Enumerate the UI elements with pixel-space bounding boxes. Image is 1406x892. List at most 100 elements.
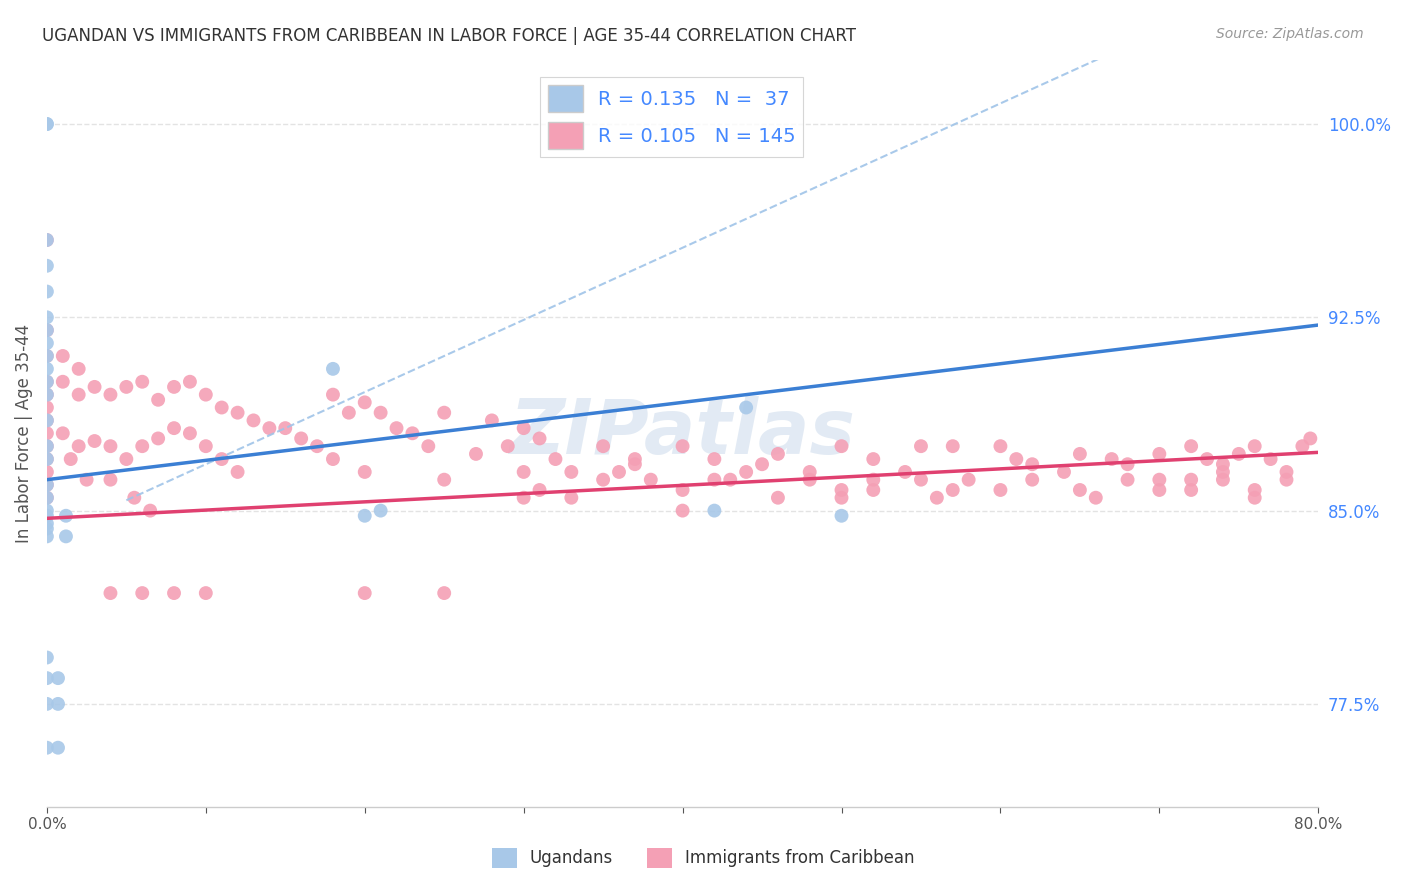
Point <box>703 503 725 517</box>
Point <box>131 439 153 453</box>
Point <box>226 465 249 479</box>
Point <box>1021 473 1043 487</box>
Point <box>1260 452 1282 467</box>
Point <box>35 478 58 492</box>
Point <box>766 491 789 505</box>
Point <box>35 117 58 131</box>
Point <box>831 439 853 453</box>
Point <box>146 392 169 407</box>
Point <box>179 375 201 389</box>
Point <box>385 421 408 435</box>
Point <box>35 259 58 273</box>
Point <box>1069 447 1091 461</box>
Point <box>35 465 58 479</box>
Point <box>512 465 534 479</box>
Point <box>46 740 69 755</box>
Point <box>259 421 281 435</box>
Point <box>957 473 980 487</box>
Point <box>735 401 758 415</box>
Point <box>560 465 582 479</box>
Point <box>131 375 153 389</box>
Point <box>52 426 75 441</box>
Point <box>100 473 122 487</box>
Point <box>1227 447 1250 461</box>
Point <box>194 387 217 401</box>
Point <box>115 452 138 467</box>
Point <box>894 465 917 479</box>
Point <box>1116 457 1139 471</box>
Point <box>55 508 77 523</box>
Point <box>942 439 965 453</box>
Point <box>353 586 375 600</box>
Point <box>100 586 122 600</box>
Point <box>35 522 58 536</box>
Point <box>370 406 392 420</box>
Point <box>1101 452 1123 467</box>
Point <box>433 473 456 487</box>
Point <box>35 310 58 325</box>
Point <box>496 439 519 453</box>
Point <box>322 362 344 376</box>
Point <box>35 478 58 492</box>
Point <box>35 740 58 755</box>
Point <box>560 491 582 505</box>
Point <box>35 117 58 131</box>
Point <box>83 434 105 448</box>
Point <box>862 452 884 467</box>
Point <box>211 401 233 415</box>
Point <box>433 586 456 600</box>
Point <box>35 426 58 441</box>
Point <box>1021 457 1043 471</box>
Point <box>353 508 375 523</box>
Point <box>163 421 186 435</box>
Text: UGANDAN VS IMMIGRANTS FROM CARIBBEAN IN LABOR FORCE | AGE 35-44 CORRELATION CHAR: UGANDAN VS IMMIGRANTS FROM CARIBBEAN IN … <box>42 27 856 45</box>
Y-axis label: In Labor Force | Age 35-44: In Labor Force | Age 35-44 <box>15 324 32 543</box>
Point <box>925 491 948 505</box>
Point <box>59 452 82 467</box>
Point <box>35 323 58 337</box>
Point <box>671 503 693 517</box>
Point <box>1275 473 1298 487</box>
Point <box>370 503 392 517</box>
Point <box>1180 473 1202 487</box>
Point <box>163 586 186 600</box>
Point <box>146 432 169 446</box>
Point <box>624 452 647 467</box>
Point <box>35 233 58 247</box>
Point <box>910 473 932 487</box>
Point <box>83 380 105 394</box>
Point <box>1149 447 1171 461</box>
Point <box>990 483 1012 497</box>
Point <box>124 491 146 505</box>
Point <box>242 413 264 427</box>
Point <box>35 452 58 467</box>
Point <box>703 452 725 467</box>
Legend: Ugandans, Immigrants from Caribbean: Ugandans, Immigrants from Caribbean <box>485 841 921 875</box>
Point <box>592 439 614 453</box>
Point <box>35 323 58 337</box>
Point <box>990 439 1012 453</box>
Point <box>1275 465 1298 479</box>
Point <box>751 457 773 471</box>
Point <box>307 439 329 453</box>
Point <box>139 503 162 517</box>
Point <box>1053 465 1076 479</box>
Point <box>337 406 360 420</box>
Point <box>179 426 201 441</box>
Point <box>52 375 75 389</box>
Point <box>671 439 693 453</box>
Point <box>35 285 58 299</box>
Point <box>35 336 58 351</box>
Point <box>910 439 932 453</box>
Point <box>799 465 821 479</box>
Point <box>465 447 488 461</box>
Point <box>35 516 58 531</box>
Point <box>1299 432 1322 446</box>
Point <box>35 508 58 523</box>
Point <box>35 413 58 427</box>
Point <box>353 465 375 479</box>
Point <box>115 380 138 394</box>
Point <box>1069 483 1091 497</box>
Point <box>35 375 58 389</box>
Point <box>35 349 58 363</box>
